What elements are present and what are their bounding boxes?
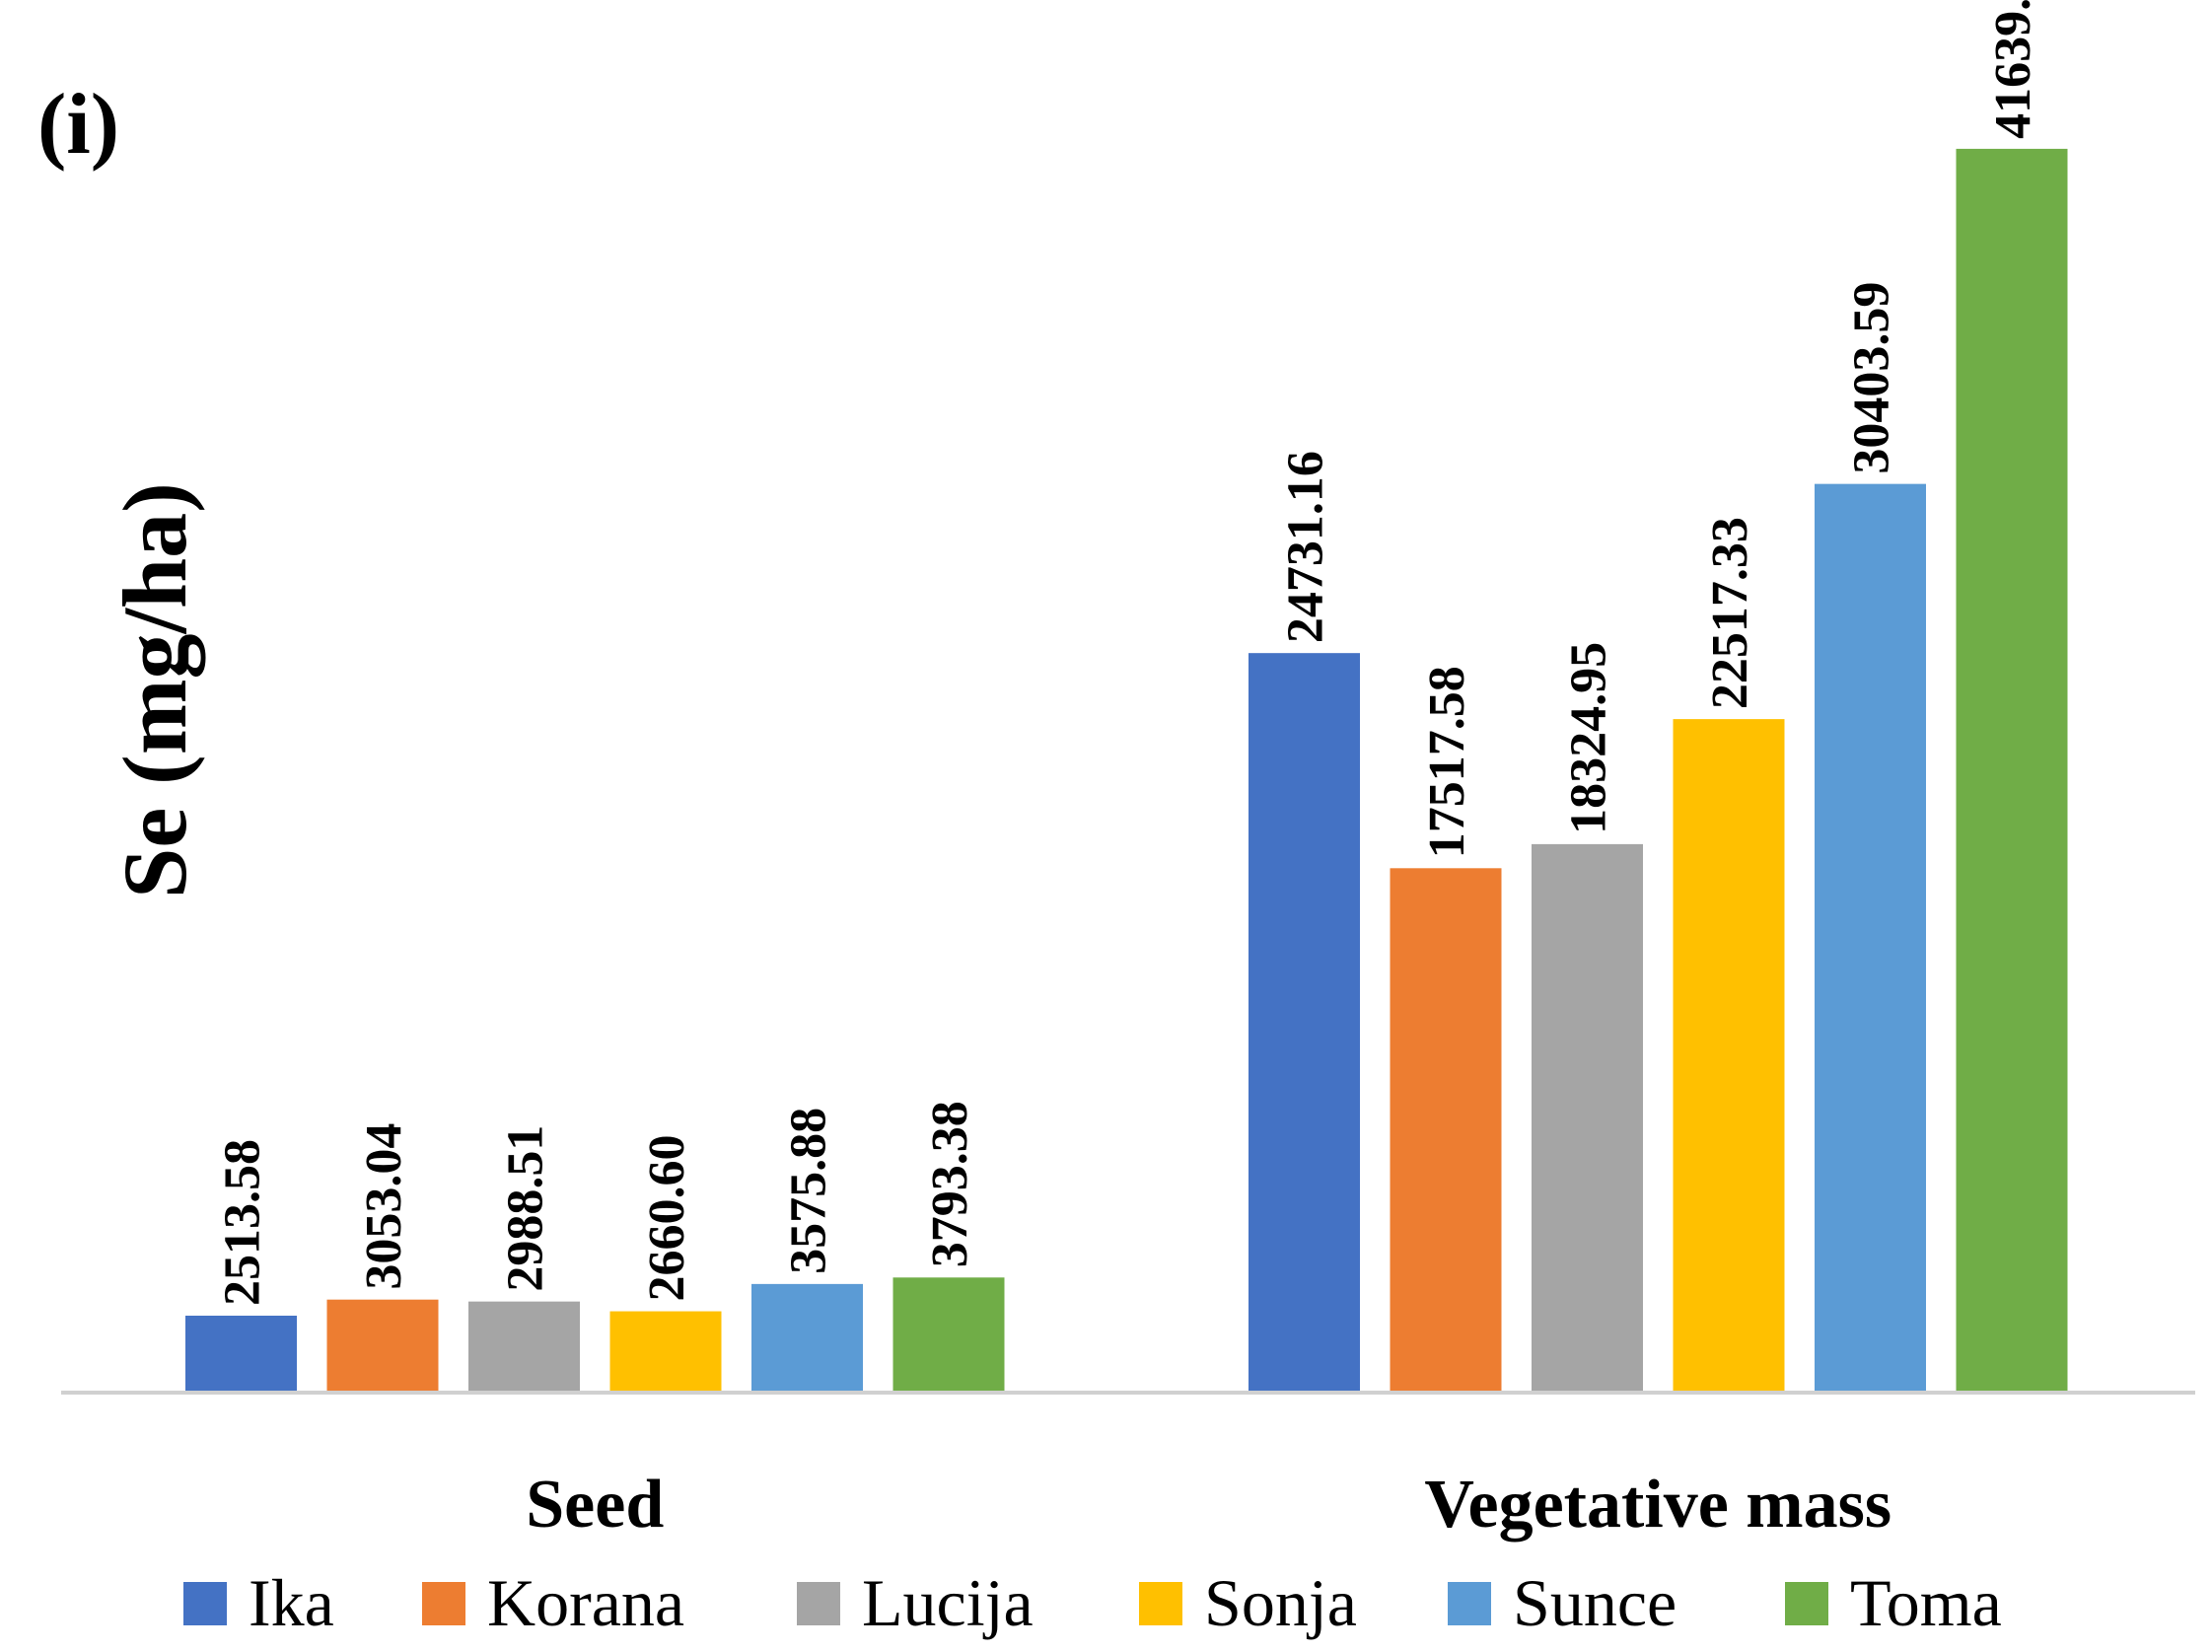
bar-seed-ika (185, 1315, 297, 1391)
legend-swatch-korana (422, 1582, 465, 1625)
legend-swatch-toma (1785, 1582, 1828, 1625)
data-label-vegetative-mass-lucija: 18324.95 (1561, 642, 1617, 834)
data-labels-group: 2513.58 3053.04 2988.51 2660.60 3575.88 3793.… (215, 0, 2042, 1306)
bars-group (185, 148, 2068, 1392)
data-label-vegetative-mass-korana: 17517.58 (1419, 666, 1475, 858)
data-label-seed-ika: 2513.58 (215, 1139, 271, 1306)
bar-vegetative-mass-sonja (1673, 719, 1785, 1391)
legend-label-sunce: Sunce (1513, 1565, 1677, 1640)
bar-vegetative-mass-ika (1249, 653, 1360, 1391)
y-axis-title: Se (mg/ha) (105, 482, 205, 898)
legend-swatch-sonja (1139, 1582, 1182, 1625)
legend-swatch-ika (183, 1582, 227, 1625)
data-label-seed-lucija: 2988.51 (498, 1125, 554, 1292)
legend-swatch-sunce (1448, 1582, 1491, 1625)
bar-vegetative-mass-korana (1390, 868, 1502, 1391)
bar-vegetative-mass-sunce (1815, 483, 1926, 1392)
category-labels-group: Seed Vegetative mass (526, 1467, 1891, 1543)
bar-vegetative-mass-lucija (1532, 843, 1643, 1391)
data-label-vegetative-mass-ika: 24731.16 (1278, 451, 1334, 643)
data-label-seed-toma: 3793.38 (922, 1101, 978, 1267)
legend-label-ika: Ika (249, 1565, 334, 1640)
data-label-vegetative-mass-sunce: 30403.59 (1844, 282, 1900, 474)
bar-seed-sunce (751, 1283, 863, 1391)
legend-label-toma: Toma (1850, 1565, 2002, 1640)
legend-swatch-lucija (797, 1582, 840, 1625)
data-label-seed-sonja: 2660.60 (639, 1135, 695, 1302)
data-label-vegetative-mass-sonja: 22517.33 (1702, 517, 1758, 709)
bar-vegetative-mass-toma (1956, 148, 2068, 1392)
panel-label: (i) (37, 77, 119, 173)
bar-seed-sonja (609, 1311, 722, 1391)
bar-seed-korana (326, 1299, 439, 1391)
data-label-seed-korana: 3053.04 (356, 1123, 412, 1290)
bar-seed-lucija (468, 1301, 580, 1391)
data-label-seed-sunce: 3575.88 (781, 1108, 837, 1274)
category-label-seed: Seed (526, 1467, 664, 1543)
legend-label-lucija: Lucija (862, 1565, 1034, 1640)
data-label-vegetative-mass-toma: 41639.61 (1985, 0, 2041, 139)
legend-label-korana: Korana (487, 1565, 684, 1640)
legend: Ika Korana Lucija Sonja Sunce Toma (183, 1565, 2002, 1640)
legend-label-sonja: Sonja (1204, 1565, 1357, 1640)
bar-seed-toma (892, 1277, 1005, 1391)
category-label-vegetative-mass: Vegetative mass (1424, 1467, 1891, 1543)
